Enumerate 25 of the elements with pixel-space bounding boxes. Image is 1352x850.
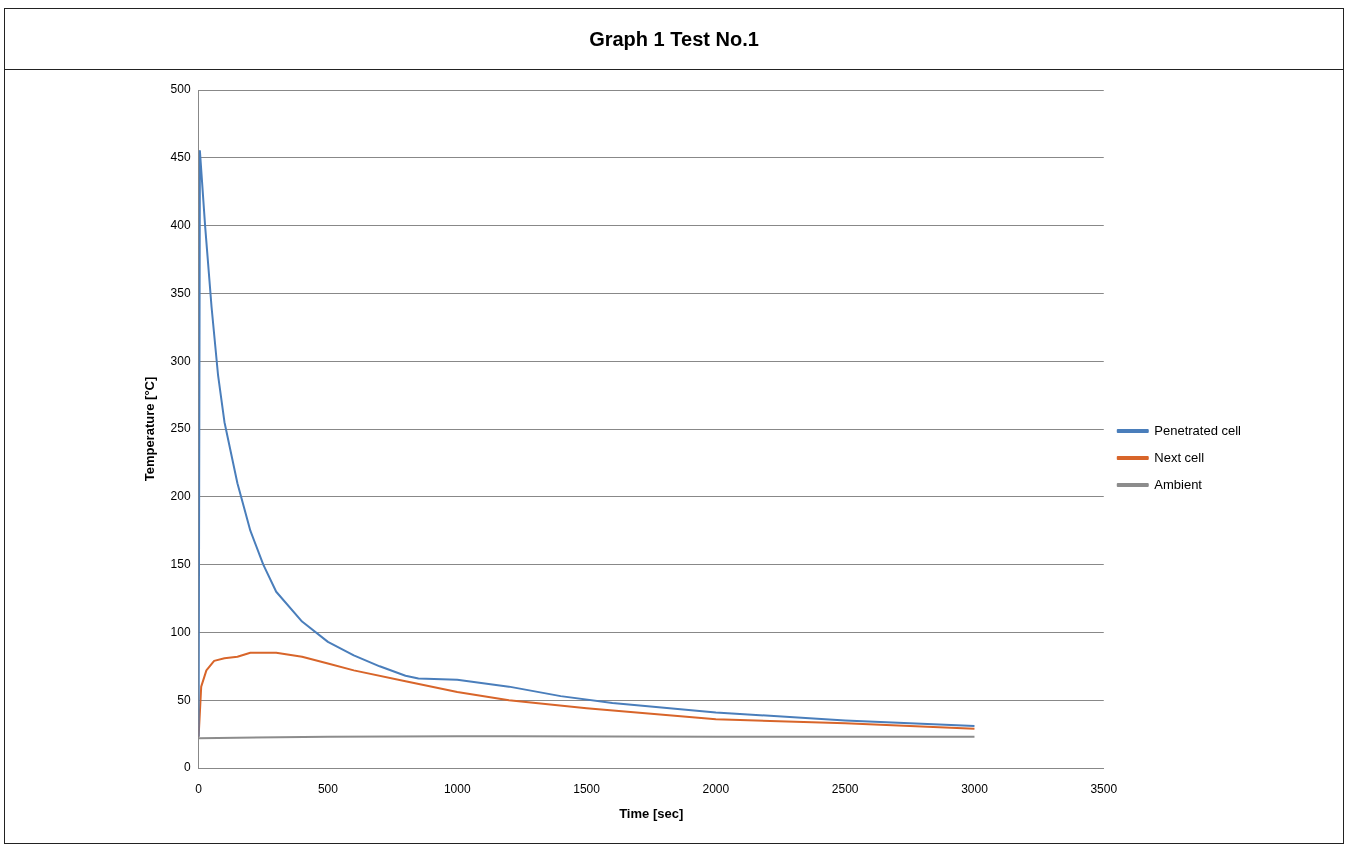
x-tick-label: 500 [317, 781, 339, 796]
legend-label: Penetrated cell [1154, 422, 1242, 438]
x-axis-title: Time [sec] [619, 805, 684, 821]
y-tick-label: 500 [170, 82, 191, 97]
y-tick-label: 200 [170, 489, 191, 504]
y-tick-label: 0 [183, 760, 191, 775]
x-tick-label: 2000 [702, 781, 730, 796]
y-tick-label: 300 [170, 353, 191, 368]
chart-title: Graph 1 Test No.1 [5, 9, 1343, 70]
y-tick-label: 450 [170, 150, 191, 165]
x-tick-label: 1000 [443, 781, 471, 796]
y-axis-title: Temperature [°C] [142, 376, 158, 482]
x-tick-label: 0 [195, 781, 203, 796]
legend-label: Ambient [1154, 476, 1203, 492]
x-tick-label: 3500 [1090, 781, 1118, 796]
x-tick-label: 3000 [961, 781, 989, 796]
x-tick-label: 2500 [831, 781, 859, 796]
y-tick-label: 150 [170, 556, 191, 571]
y-tick-label: 400 [170, 217, 191, 232]
legend-label: Next cell [1154, 449, 1205, 465]
y-tick-label: 250 [170, 421, 191, 436]
y-tick-label: 100 [170, 624, 191, 639]
y-tick-label: 350 [170, 285, 191, 300]
x-tick-label: 1500 [573, 781, 601, 796]
y-tick-label: 50 [177, 692, 191, 707]
